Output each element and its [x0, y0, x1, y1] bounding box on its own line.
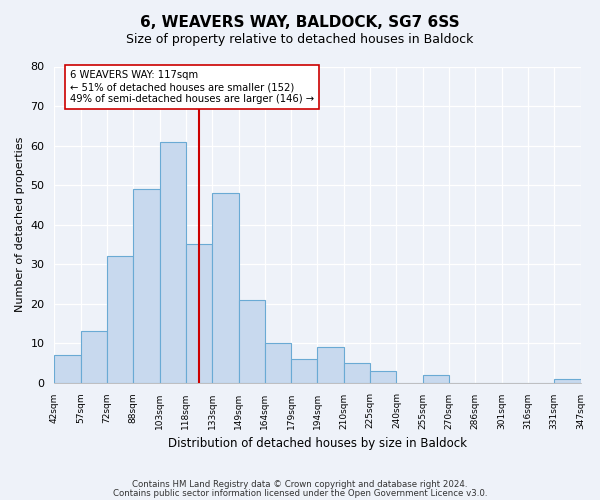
Bar — [344, 363, 370, 382]
Bar — [265, 343, 291, 382]
Bar — [370, 370, 397, 382]
Bar — [554, 378, 581, 382]
Bar — [291, 359, 317, 382]
Text: Contains HM Land Registry data © Crown copyright and database right 2024.: Contains HM Land Registry data © Crown c… — [132, 480, 468, 489]
Bar — [107, 256, 133, 382]
Bar — [317, 347, 344, 382]
X-axis label: Distribution of detached houses by size in Baldock: Distribution of detached houses by size … — [168, 437, 467, 450]
Text: Size of property relative to detached houses in Baldock: Size of property relative to detached ho… — [127, 32, 473, 46]
Text: 6 WEAVERS WAY: 117sqm
← 51% of detached houses are smaller (152)
49% of semi-det: 6 WEAVERS WAY: 117sqm ← 51% of detached … — [70, 70, 314, 104]
Bar — [133, 189, 160, 382]
Text: 6, WEAVERS WAY, BALDOCK, SG7 6SS: 6, WEAVERS WAY, BALDOCK, SG7 6SS — [140, 15, 460, 30]
Bar — [239, 300, 265, 382]
Bar — [55, 355, 81, 382]
Bar — [160, 142, 186, 382]
Text: Contains public sector information licensed under the Open Government Licence v3: Contains public sector information licen… — [113, 488, 487, 498]
Bar — [81, 331, 107, 382]
Y-axis label: Number of detached properties: Number of detached properties — [15, 137, 25, 312]
Bar — [186, 244, 212, 382]
Bar — [422, 374, 449, 382]
Bar — [212, 193, 239, 382]
